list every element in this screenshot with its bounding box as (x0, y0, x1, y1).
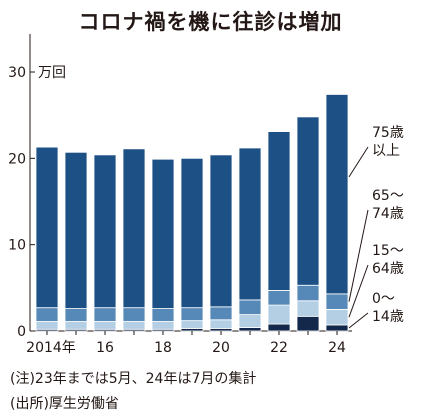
bar-segment (325, 94, 349, 295)
legend-label: 64歳 (372, 261, 404, 277)
legend-label: 0〜 (372, 291, 395, 307)
y-unit-label: 万回 (38, 65, 66, 81)
footnote: (注)23年までは5月、24年は7月の集計 (10, 371, 257, 387)
legend-label: 以上 (372, 143, 400, 159)
bar-segment (93, 154, 117, 309)
bar-segment (122, 307, 146, 322)
bar-segment (151, 158, 175, 309)
legend-leader-line (348, 146, 369, 178)
bar-segment (325, 324, 349, 332)
legend-leader-line (348, 209, 369, 302)
bar-segment (296, 300, 320, 317)
bar-segment (296, 284, 320, 302)
bar-segment (267, 290, 291, 306)
chart-title: コロナ禍を機に往診は増加 (78, 10, 343, 34)
bar-segment (180, 307, 204, 322)
x-tick-label: 24 (328, 340, 346, 356)
bar-segment (296, 116, 320, 286)
x-tick-label: 22 (270, 340, 288, 356)
legend-label: 14歳 (372, 309, 404, 325)
legend-label: 75歳 (372, 125, 404, 141)
y-tick-label: 0 (17, 324, 26, 340)
legend-leader-line (348, 264, 369, 318)
bar-segment (209, 154, 233, 308)
bar-segment (64, 321, 88, 330)
x-tick-label: 20 (212, 340, 230, 356)
bar-segment (180, 320, 204, 329)
bar-segment (35, 321, 59, 330)
bar-segment (122, 148, 146, 309)
source-note: (出所)厚生労働省 (10, 396, 119, 412)
bar-segment (238, 314, 262, 328)
bar-segment (238, 327, 262, 332)
legend-label: 74歳 (372, 206, 404, 222)
bar-segment (209, 306, 233, 321)
y-tick-label: 10 (8, 238, 26, 254)
bar-segment (325, 309, 349, 326)
bar-segment (267, 304, 291, 325)
bar-segment (151, 308, 175, 322)
legend-label: 65〜 (372, 188, 404, 204)
bar-segment (325, 293, 349, 310)
bar-segment (64, 308, 88, 322)
legend-label: 15〜 (372, 243, 404, 259)
bar-segment (93, 307, 117, 322)
y-tick-label: 30 (8, 65, 26, 81)
x-tick-label: 18 (154, 340, 172, 356)
bar-segment (93, 321, 117, 330)
bar-segment (64, 151, 88, 309)
bar-segment (238, 299, 262, 315)
bar-segment (296, 315, 320, 332)
x-tick-label: 2014年 (26, 340, 76, 356)
legend-leader-line (348, 312, 369, 329)
y-tick-label: 20 (8, 151, 26, 167)
bar-segment (267, 323, 291, 332)
bar-segment (238, 147, 262, 301)
bar-segment (35, 307, 59, 322)
bar-segment (209, 319, 233, 329)
bar-segment (151, 321, 175, 330)
bar-segment (122, 321, 146, 330)
bar-segment (267, 131, 291, 291)
bar-segment (180, 157, 204, 309)
bar-segment (35, 146, 59, 309)
x-tick-label: 16 (96, 340, 114, 356)
